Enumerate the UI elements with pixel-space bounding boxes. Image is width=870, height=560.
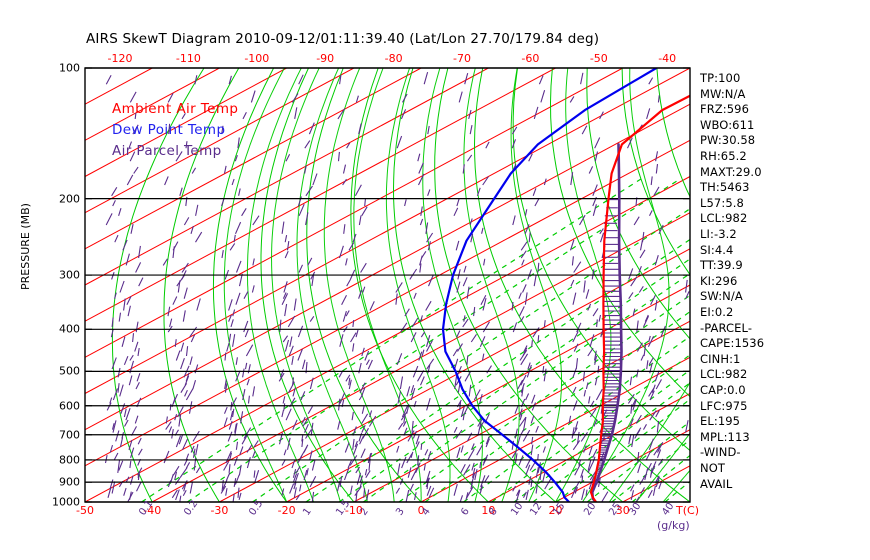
stat-line: SI:4.4: [700, 242, 734, 257]
top-temp-tick-label: -50: [589, 52, 608, 65]
page-title: AIRS SkewT Diagram 2010-09-12/01:11:39.4…: [86, 31, 600, 47]
stat-line: KI:296: [700, 273, 738, 288]
bottom-temp-tick-label: -20: [277, 504, 296, 517]
stat-line: EL:195: [700, 414, 741, 429]
pressure-tick-label: 800: [59, 453, 80, 467]
legend-ambient-air-temp: Ambient Air Temp: [112, 101, 239, 117]
stat-line: LI:-3.2: [700, 227, 737, 241]
stat-line: PW:30.58: [700, 133, 756, 148]
pressure-tick-label: 300: [59, 268, 80, 282]
top-temp-tick-label: -100: [244, 52, 270, 65]
top-temp-tick-label: -90: [316, 52, 335, 65]
stat-line: FRZ:596: [700, 102, 750, 117]
stat-line: CAP:0.0: [700, 383, 746, 397]
stat-line: TP:100: [700, 71, 741, 85]
stat-line: AVAIL: [700, 476, 733, 491]
bottom-temp-tick-label: -30: [210, 504, 229, 517]
bottom-temp-tick-label: -40: [143, 504, 162, 517]
stat-line: -PARCEL-: [700, 320, 753, 335]
stat-line: CAPE:1536: [700, 336, 765, 351]
stat-line: RH:65.2: [700, 149, 747, 163]
stat-line: L57:5.8: [700, 195, 744, 210]
stat-line: CINH:1: [700, 351, 741, 366]
x-axis-mixing-ratio-unit-label: (g/kg): [657, 519, 690, 532]
stat-line: MAXT:29.0: [700, 164, 762, 179]
stat-line: MW:N/A: [700, 86, 746, 101]
pressure-tick-label: 400: [59, 322, 80, 336]
pressure-tick-label: 1000: [52, 495, 80, 509]
x-axis-temp-unit-label: T(C): [676, 504, 699, 517]
bottom-temp-tick-label: 30: [615, 504, 630, 517]
pressure-tick-label: 900: [59, 475, 80, 489]
stat-line: LFC:975: [700, 398, 748, 413]
stat-line: SW:N/A: [700, 289, 743, 304]
top-temp-tick-label: -70: [453, 52, 471, 65]
stat-line: NOT: [700, 461, 725, 475]
pressure-tick-label: 200: [59, 192, 80, 206]
stat-line: TH:5463: [700, 180, 750, 195]
stat-line: TT:39.9: [700, 258, 743, 273]
pressure-tick-label: 600: [59, 399, 80, 413]
legend-dew-point-temp: Dew Point Temp: [112, 122, 226, 138]
top-temp-tick-label: -80: [384, 52, 403, 65]
top-temp-tick-label: -110: [175, 52, 201, 65]
stat-line: -WIND-: [700, 445, 741, 460]
stat-line: WBO:611: [700, 117, 755, 132]
top-temp-tick-label: -40: [658, 52, 677, 65]
pressure-tick-label: 100: [59, 61, 80, 75]
bottom-temp-tick-label: 20: [548, 504, 563, 517]
bottom-temp-tick-label: -50: [76, 504, 94, 517]
top-temp-tick-label: -60: [521, 52, 540, 65]
stat-line: LCL:982: [700, 367, 748, 382]
pressure-tick-label: 500: [59, 364, 80, 378]
y-axis-label: PRESSURE (MB): [19, 203, 32, 290]
bottom-temp-tick-label: 10: [481, 504, 496, 517]
stat-line: EI:0.2: [700, 305, 734, 319]
stat-line: MPL:113: [700, 429, 750, 444]
pressure-tick-label: 700: [59, 428, 80, 442]
stat-line: LCL:982: [700, 211, 748, 226]
legend-air-parcel-temp: Air Parcel Temp: [112, 143, 222, 159]
top-temp-tick-label: -120: [107, 52, 133, 65]
bottom-temp-tick-label: -10: [344, 504, 363, 517]
bottom-temp-tick-label: 0: [417, 504, 425, 517]
